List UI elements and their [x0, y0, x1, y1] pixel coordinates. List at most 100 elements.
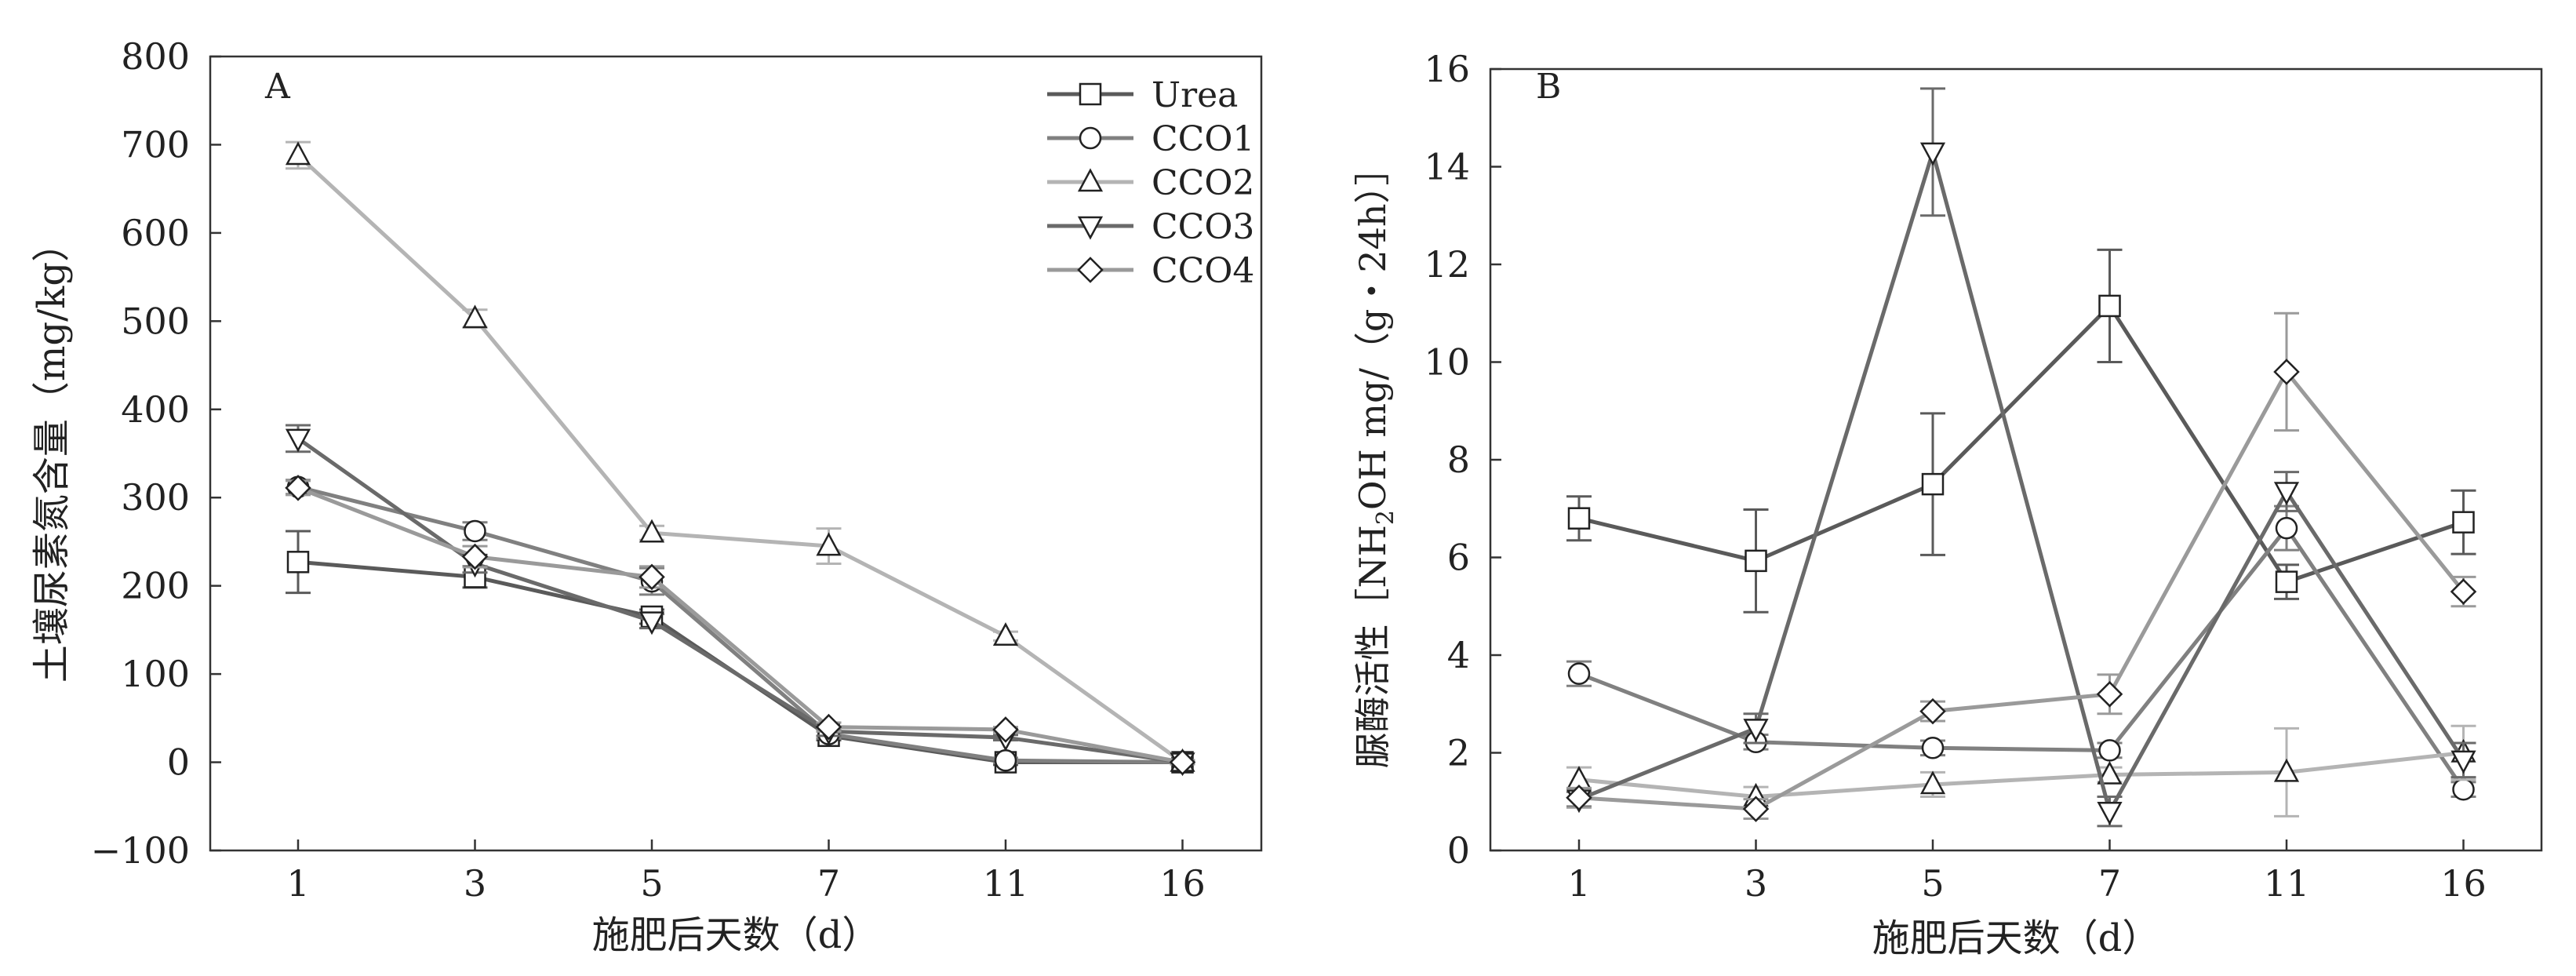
data-point-cco2 [992, 622, 1019, 646]
data-point-cco4 [2273, 359, 2300, 385]
data-point-urea [2452, 511, 2475, 534]
data-point-cco4 [1919, 697, 1946, 725]
data-point-urea [1567, 507, 1591, 530]
x-tick-label: 16 [1159, 862, 1206, 905]
y-tick-label: 8 [1447, 439, 1470, 481]
y-tick-label: 600 [121, 212, 190, 254]
data-point-cco3 [2450, 750, 2476, 774]
series-cco2-b [1566, 724, 2476, 818]
series-line-cco1 [1578, 524, 2465, 791]
data-point-cco3 [1743, 719, 1769, 743]
series-cco1-a [286, 475, 1195, 774]
x-tick-label: 16 [2440, 862, 2487, 905]
y-tick-label: 4 [1447, 634, 1470, 676]
y-tick-label: 10 [1424, 341, 1470, 384]
series-line-cco2 [297, 154, 1184, 764]
legend-marker [1077, 168, 1104, 192]
legend-item-cco4: CCO4 [1047, 251, 1254, 291]
y-tick-label: 700 [121, 123, 190, 166]
legend-label: CCO2 [1152, 163, 1254, 203]
x-tick-label: 3 [464, 862, 486, 905]
data-point-cco3 [1919, 142, 1946, 166]
legend-marker [1079, 126, 1102, 150]
data-point-cco1 [2452, 778, 2475, 801]
series-cco1-b [1566, 504, 2476, 801]
data-point-cco4 [285, 475, 311, 501]
series-line-cco2 [1578, 751, 2464, 799]
series-line-cco4 [297, 486, 1183, 765]
data-point-cco4 [461, 543, 489, 570]
data-point-cco2 [2273, 758, 2300, 782]
chart-panel-a: A 施肥后天数（d） 土壤尿素氮含量（mg/kg） −100 0 100 200 300… [30, 35, 1263, 957]
y-tick-label: 300 [121, 476, 190, 519]
legend-item-urea: Urea [1047, 75, 1238, 115]
x-tick-label: 7 [817, 862, 840, 905]
data-point-cco4 [1566, 785, 1592, 811]
chart-panel-b: B 施肥后天数（d） 脲酶活性［NH2OH mg/（g・24h）］ 024681… [1352, 48, 2543, 960]
x-tick-label: 11 [2264, 862, 2310, 905]
data-point-cco2 [639, 519, 665, 543]
data-point-cco4 [815, 713, 842, 741]
x-axis-label-b: 施肥后天数（d） [1872, 916, 2160, 960]
data-point-cco4 [992, 716, 1019, 743]
panel-label-b: B [1536, 67, 1561, 107]
y-axis-b: 0 2 4 6 8 10 12 14 16 [1424, 48, 1501, 872]
data-point-urea [2275, 570, 2298, 593]
x-axis-a: 1 3 5 7 11 16 [286, 839, 1206, 905]
series-line-cco3 [297, 436, 1183, 765]
y-tick-label: 200 [121, 565, 190, 607]
legend-marker [1077, 216, 1104, 240]
data-point-cco2 [462, 304, 488, 329]
data-point-cco1 [1567, 662, 1591, 685]
data-point-cco4 [2096, 681, 2123, 708]
data-point-urea [1921, 472, 1945, 496]
x-tick-label: 5 [640, 862, 663, 905]
y-tick-label: 100 [121, 653, 190, 695]
series-line-cco4 [1578, 368, 2465, 811]
x-tick-label: 3 [1745, 862, 1767, 905]
legend-label: CCO4 [1152, 251, 1254, 291]
legend-label: Urea [1152, 75, 1238, 115]
series-cco3-b [1566, 87, 2476, 828]
y-tick-label: 400 [121, 388, 190, 431]
series-group-b [1566, 87, 2477, 828]
series-line-urea [1578, 302, 2465, 585]
series-line-cco1 [297, 485, 1183, 765]
data-point-urea [1745, 549, 1767, 573]
data-point-cco4 [1169, 748, 1196, 776]
y-axis-label-b: 脲酶活性［NH2OH mg/（g・24h）］ [1352, 149, 1399, 768]
y-axis-a: −100 0 100 200 300 400 500 600 700 800 [91, 35, 221, 872]
y-tick-label: 0 [167, 741, 190, 784]
y-tick-label: 14 [1424, 146, 1470, 188]
data-point-cco4 [639, 563, 665, 591]
y-tick-label: 500 [121, 300, 190, 342]
y-tick-label: 0 [1447, 829, 1470, 872]
y-tick-label: 16 [1424, 48, 1470, 90]
y-tick-label: 2 [1447, 732, 1470, 774]
data-point-cco3 [639, 611, 665, 635]
data-point-cco4 [2450, 578, 2477, 605]
series-line-cco3 [1578, 144, 2465, 817]
x-tick-label: 7 [2098, 862, 2121, 905]
data-point-cco1 [2098, 739, 2121, 762]
data-point-cco3 [2273, 482, 2300, 506]
panel-label-a: A [264, 67, 291, 107]
series-cco3-a [285, 424, 1195, 777]
data-point-cco1 [1921, 737, 1945, 759]
legend-label: CCO1 [1152, 119, 1254, 159]
legend-label: CCO3 [1152, 207, 1254, 247]
data-point-cco4 [1742, 796, 1770, 822]
y-axis-label-b-subscript: 2 [1372, 510, 1399, 525]
y-axis-label-a: 土壤尿素氮含量（mg/kg） [30, 224, 74, 683]
x-tick-label: 1 [1567, 862, 1590, 905]
data-point-cco3 [2097, 801, 2123, 825]
data-point-cco2 [2097, 760, 2123, 785]
x-tick-label: 1 [286, 862, 309, 905]
y-tick-label: 800 [121, 35, 190, 78]
series-group-a [285, 140, 1196, 777]
data-point-cco1 [994, 749, 1017, 772]
x-tick-label: 11 [983, 862, 1029, 905]
data-point-cco2 [1919, 770, 1946, 795]
